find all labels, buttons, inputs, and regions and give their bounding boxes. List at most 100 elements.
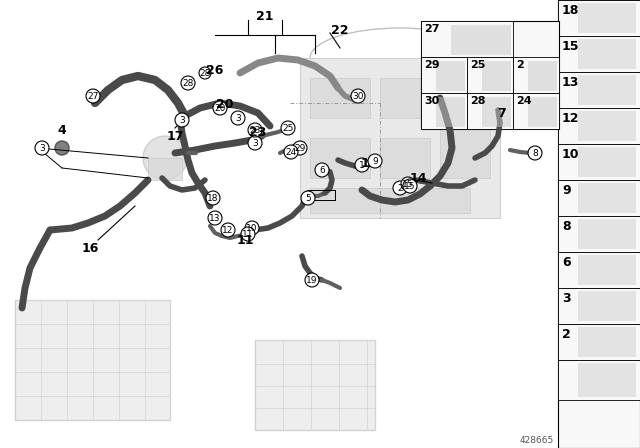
Text: 2: 2 — [516, 60, 524, 70]
Text: 4: 4 — [58, 124, 67, 137]
Circle shape — [86, 89, 100, 103]
Bar — [436, 61, 465, 91]
Bar — [578, 75, 636, 105]
Circle shape — [393, 181, 407, 195]
Bar — [578, 39, 636, 69]
Bar — [558, 36, 640, 72]
Circle shape — [175, 113, 189, 127]
Text: 14: 14 — [409, 172, 427, 185]
Circle shape — [301, 191, 315, 205]
Bar — [482, 97, 511, 127]
Bar — [558, 0, 640, 36]
Circle shape — [248, 136, 262, 150]
Text: 20: 20 — [216, 98, 234, 111]
Circle shape — [528, 146, 542, 160]
Text: 27: 27 — [87, 91, 99, 100]
Text: 21: 21 — [256, 9, 274, 22]
Text: 10: 10 — [562, 148, 579, 161]
Circle shape — [143, 136, 187, 180]
Circle shape — [401, 177, 415, 191]
Circle shape — [245, 221, 259, 235]
Bar — [255, 340, 375, 430]
Bar — [578, 111, 636, 141]
Bar — [310, 138, 370, 178]
Text: 6: 6 — [319, 165, 325, 175]
Bar — [578, 3, 636, 33]
Bar — [310, 78, 370, 118]
Bar — [421, 93, 467, 129]
Text: 15: 15 — [562, 40, 579, 53]
Circle shape — [305, 273, 319, 287]
Bar — [578, 327, 636, 357]
Bar — [558, 324, 640, 360]
Text: 11: 11 — [236, 233, 253, 246]
Bar — [451, 25, 511, 55]
Text: 28: 28 — [199, 69, 211, 78]
Text: 28: 28 — [470, 96, 486, 106]
Bar — [558, 216, 640, 252]
Bar — [482, 61, 511, 91]
Bar — [528, 97, 557, 127]
Text: 1: 1 — [359, 160, 365, 169]
Circle shape — [231, 111, 245, 125]
Text: 23: 23 — [250, 125, 267, 138]
Bar — [578, 255, 636, 285]
Text: 13: 13 — [562, 76, 579, 89]
Text: 10: 10 — [246, 224, 258, 233]
Text: 13: 13 — [209, 214, 221, 223]
Bar — [467, 93, 513, 129]
Text: 2: 2 — [562, 328, 571, 341]
Bar — [558, 360, 640, 400]
Text: 20: 20 — [214, 103, 226, 112]
Bar — [513, 57, 559, 93]
Bar — [578, 147, 636, 177]
Bar — [558, 252, 640, 288]
Text: 3: 3 — [252, 138, 258, 147]
Text: 6: 6 — [562, 256, 571, 269]
Circle shape — [368, 154, 382, 168]
Circle shape — [351, 89, 365, 103]
Text: 27: 27 — [424, 24, 440, 34]
Text: 17: 17 — [166, 129, 184, 142]
Text: 15: 15 — [403, 180, 413, 189]
Text: 22: 22 — [332, 23, 349, 36]
Bar — [148, 158, 182, 180]
Text: 30: 30 — [352, 91, 364, 100]
Text: 5: 5 — [305, 194, 311, 202]
Bar — [380, 138, 430, 178]
Circle shape — [241, 227, 255, 241]
Circle shape — [221, 223, 235, 237]
Bar — [15, 300, 170, 420]
Circle shape — [35, 141, 49, 155]
Text: 19: 19 — [307, 276, 317, 284]
Bar — [421, 21, 559, 129]
Text: 23: 23 — [250, 125, 260, 134]
Text: 25: 25 — [470, 60, 485, 70]
Circle shape — [208, 211, 222, 225]
Text: 18: 18 — [207, 194, 219, 202]
Text: 29: 29 — [294, 143, 306, 152]
Text: 16: 16 — [81, 241, 99, 254]
Bar — [513, 93, 559, 129]
Text: 25: 25 — [282, 124, 294, 133]
Circle shape — [181, 76, 195, 90]
Bar — [578, 291, 636, 321]
Text: 3: 3 — [562, 292, 571, 305]
Text: 18: 18 — [562, 4, 579, 17]
Text: 3: 3 — [39, 143, 45, 152]
Bar — [578, 183, 636, 213]
Text: 11: 11 — [243, 229, 253, 238]
Text: 24: 24 — [516, 96, 532, 106]
Circle shape — [284, 145, 298, 159]
Polygon shape — [300, 58, 500, 218]
Text: 2: 2 — [397, 184, 403, 193]
Text: 28: 28 — [182, 78, 194, 87]
Circle shape — [206, 191, 220, 205]
Text: 1: 1 — [360, 156, 369, 169]
Text: 29: 29 — [424, 60, 440, 70]
Text: 15: 15 — [404, 181, 416, 190]
Text: 12: 12 — [222, 225, 234, 234]
Bar — [380, 78, 430, 118]
Bar — [558, 72, 640, 108]
Bar — [467, 57, 513, 93]
